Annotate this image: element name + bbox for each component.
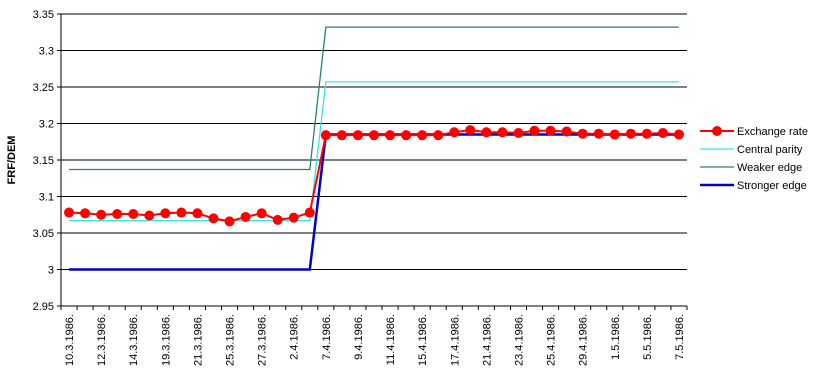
axes bbox=[57, 13, 688, 310]
data-point bbox=[96, 209, 107, 220]
x-tick-label: 10.3.1986. bbox=[64, 314, 76, 366]
data-point bbox=[385, 130, 396, 141]
legend-label: Central parity bbox=[737, 144, 803, 156]
data-point bbox=[192, 208, 203, 219]
legend-label: Stronger edge bbox=[737, 180, 807, 192]
data-point bbox=[497, 127, 508, 138]
data-point bbox=[336, 130, 347, 141]
x-tick-label: 23.4.1986. bbox=[513, 314, 525, 366]
series-line-weaker-edge bbox=[69, 26, 679, 171]
data-point bbox=[625, 128, 636, 139]
x-tick-label: 7.4.1986. bbox=[321, 314, 333, 360]
legend-label: Exchange rate bbox=[737, 126, 808, 138]
series-line-central-parity bbox=[69, 81, 679, 222]
data-point bbox=[577, 128, 588, 139]
data-point bbox=[256, 208, 267, 219]
x-tick-label: 29.4.1986. bbox=[578, 314, 590, 366]
x-tick-label: 19.3.1986. bbox=[160, 314, 172, 366]
y-tick-label: 3.1 bbox=[39, 192, 54, 204]
data-point bbox=[545, 125, 556, 136]
x-tick-label: 25.3.1986. bbox=[225, 314, 237, 366]
data-point bbox=[529, 125, 540, 136]
data-point bbox=[561, 126, 572, 137]
x-tick-label: 27.3.1986. bbox=[257, 314, 269, 366]
data-point bbox=[481, 127, 492, 138]
y-tick-label: 3.15 bbox=[33, 155, 54, 167]
x-tick-label: 14.3.1986. bbox=[128, 314, 140, 366]
grid-lines bbox=[61, 13, 687, 307]
y-tick-labels: 2.95 3 3.05 3.1 3.15 3.2 3.25 3.3 3.35 bbox=[33, 9, 54, 313]
y-tick-label: 3.2 bbox=[39, 119, 54, 131]
x-tick-label: 2.4.1986. bbox=[289, 314, 301, 360]
data-point bbox=[80, 208, 91, 219]
data-point bbox=[240, 211, 251, 222]
legend: Exchange rate Central parity Weaker edge St… bbox=[700, 126, 808, 192]
data-point bbox=[401, 130, 412, 141]
x-tick-label: 5.5.1986. bbox=[642, 314, 654, 360]
y-tick-label: 3.35 bbox=[33, 9, 54, 21]
x-tick-label: 25.4.1986. bbox=[546, 314, 558, 366]
data-point bbox=[609, 129, 620, 140]
data-point bbox=[272, 214, 283, 225]
data-point bbox=[176, 207, 187, 218]
y-tick-label: 3.05 bbox=[33, 228, 54, 240]
y-axis-label: FRF/DEM bbox=[6, 136, 18, 185]
data-point bbox=[352, 130, 363, 141]
legend-label: Weaker edge bbox=[737, 162, 802, 174]
x-tick-label: 21.3.1986. bbox=[192, 314, 204, 366]
series-lines bbox=[64, 26, 684, 271]
y-tick-label: 3.3 bbox=[39, 46, 54, 58]
y-tick-label: 3.25 bbox=[33, 82, 54, 94]
x-tick-label: 11.4.1986. bbox=[385, 314, 397, 365]
data-point bbox=[64, 207, 75, 218]
data-point bbox=[673, 129, 684, 140]
data-point bbox=[449, 127, 460, 138]
data-point bbox=[160, 208, 171, 219]
data-point bbox=[593, 128, 604, 139]
y-tick-label: 2.95 bbox=[33, 301, 54, 313]
data-point bbox=[304, 207, 315, 218]
data-point bbox=[224, 216, 235, 227]
x-tick-label: 9.4.1986. bbox=[353, 314, 365, 360]
series-line-exchange-rate bbox=[68, 129, 680, 223]
data-point bbox=[208, 213, 219, 224]
x-tick-label: 1.5.1986. bbox=[610, 314, 622, 360]
data-point bbox=[657, 127, 668, 138]
series-line-stronger-edge bbox=[69, 133, 679, 271]
data-point bbox=[465, 125, 476, 136]
x-tick-label: 21.4.1986. bbox=[481, 314, 493, 366]
data-point bbox=[417, 130, 428, 141]
x-tick-label: 12.3.1986. bbox=[96, 314, 108, 366]
data-point bbox=[112, 209, 123, 220]
x-tick-label: 15.4.1986. bbox=[417, 314, 429, 366]
data-point bbox=[320, 130, 331, 141]
data-point bbox=[641, 128, 652, 139]
data-point bbox=[288, 212, 299, 223]
x-tick-label: 17.4.1986. bbox=[449, 314, 461, 366]
data-point bbox=[513, 127, 524, 138]
x-tick-labels: 10.3.1986. 12.3.1986. 14.3.1986. 19.3.1986.… bbox=[64, 314, 686, 366]
legend-marker bbox=[712, 126, 722, 136]
x-tick-label: 7.5.1986. bbox=[674, 314, 686, 360]
data-point bbox=[128, 209, 139, 220]
y-tick-label: 3 bbox=[48, 265, 54, 277]
data-point bbox=[433, 130, 444, 141]
data-point bbox=[144, 210, 155, 221]
data-point bbox=[369, 130, 379, 141]
